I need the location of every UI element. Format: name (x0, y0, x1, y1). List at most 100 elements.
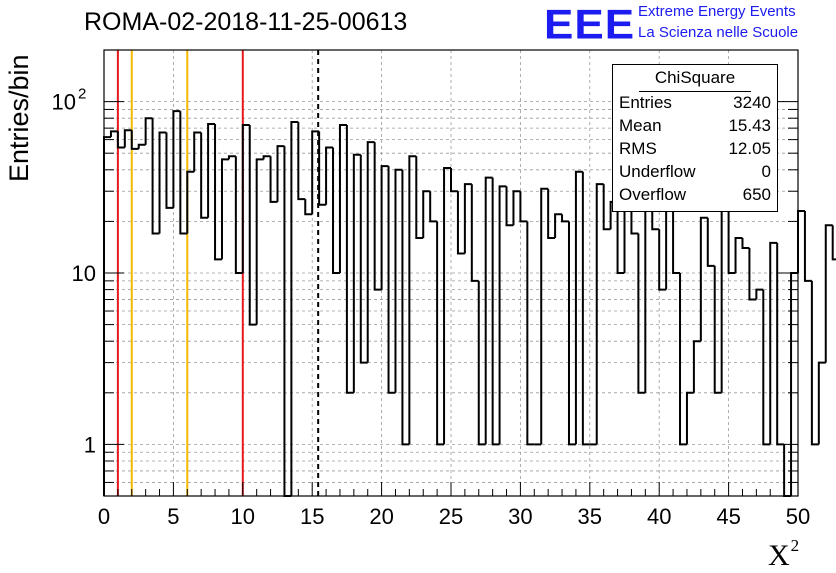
y-tick-label: 10 (52, 90, 76, 115)
histogram-bin (734, 237, 743, 273)
eee-logo-mark: EEE (544, 1, 636, 48)
histogram-bin (567, 221, 576, 446)
histogram-bin (797, 209, 805, 273)
x-tick-label: 10 (231, 504, 255, 529)
histogram-bin (540, 187, 549, 445)
histogram-bin (581, 171, 590, 446)
x-axis-ticks: 0 5 10 15 20 25 30 35 40 45 50 (98, 482, 810, 529)
histogram-bin (755, 288, 764, 300)
stats-value: 0 (761, 162, 771, 181)
histogram-bin (436, 221, 445, 446)
histogram-bin (214, 124, 222, 261)
histogram-series (103, 110, 836, 497)
histogram-bin (137, 143, 146, 149)
histogram-bin (595, 183, 604, 445)
histogram-bin (519, 191, 528, 223)
histogram-bin (679, 273, 687, 446)
histogram-bin (193, 131, 202, 172)
x-tick-label: 20 (369, 504, 393, 529)
stats-value: 3240 (733, 93, 771, 112)
stats-key: Entries (619, 93, 672, 112)
histogram-bin (200, 132, 209, 219)
histogram-bin (463, 183, 472, 254)
logo-tagline-1: Extreme Energy Events (638, 3, 796, 20)
histogram-bin (345, 125, 354, 394)
x-tick-label: 35 (578, 504, 602, 529)
histogram-bin (706, 217, 715, 267)
histogram-bin (269, 156, 278, 203)
histogram-bin (630, 210, 639, 235)
histogram-bin (658, 229, 667, 291)
histogram-bin (262, 155, 271, 160)
y-tick-label: 10 (72, 261, 96, 286)
histogram-bin (561, 214, 569, 223)
histogram-bin (429, 191, 438, 223)
histogram-bin (207, 123, 216, 218)
histogram-bin (304, 199, 313, 216)
stats-value: 15.43 (728, 116, 771, 135)
histogram-bin (790, 272, 798, 496)
histogram-bin (817, 361, 826, 445)
histogram-bin (644, 195, 653, 393)
histogram-bin (248, 125, 257, 326)
histogram-bin (366, 141, 375, 363)
histogram-bin (151, 118, 160, 235)
logo-tagline-2: La Scienza nelle Scuole (638, 24, 799, 41)
histogram-bin (241, 124, 250, 273)
x-axis-label-base: X (768, 539, 790, 572)
stats-box-title-underline (639, 91, 751, 92)
histogram-bin (602, 184, 611, 231)
histogram-bin (810, 280, 819, 446)
histogram-bin (318, 131, 327, 206)
x-tick-label: 15 (300, 504, 324, 529)
histogram-bin (526, 221, 535, 446)
histogram-bin (762, 289, 771, 446)
histogram-bin (456, 191, 465, 255)
histogram-bin (574, 170, 583, 445)
histogram-bin (748, 247, 757, 301)
histogram-bin (637, 233, 646, 394)
histogram-bin (394, 168, 403, 393)
histogram-bin (165, 132, 174, 209)
histogram-bin (713, 265, 722, 394)
stats-row-underflow: Underflow 0 (619, 162, 771, 184)
x-axis-label-superscript: 2 (790, 536, 800, 555)
histogram-bin (741, 238, 750, 249)
histogram-bin (415, 156, 424, 240)
histogram-bin (227, 155, 236, 160)
stats-value: 650 (742, 185, 771, 204)
histogram-bin (387, 166, 396, 394)
histogram-bin (422, 190, 431, 239)
histogram-bin (290, 121, 299, 496)
histogram-bin (359, 154, 368, 364)
histogram-bin (116, 131, 125, 149)
stats-value: 12.05 (728, 139, 771, 158)
x-tick-label: 40 (647, 504, 671, 529)
histogram-bin (338, 124, 347, 273)
histogram-bin (373, 142, 382, 291)
histogram-bin (769, 241, 778, 445)
y-axis-label: Entries/bin (4, 54, 34, 182)
histogram-bin (311, 130, 320, 215)
histogram-bin (332, 147, 340, 274)
x-tick-label: 0 (98, 504, 110, 529)
histogram-bin (505, 186, 514, 227)
stats-key: Overflow (619, 185, 687, 204)
histogram-bin (109, 130, 118, 138)
histogram-bin (297, 122, 306, 201)
histogram-bin (352, 153, 361, 393)
histogram-bin (727, 201, 736, 274)
histogram-bin (831, 225, 836, 261)
histogram-bin (824, 224, 833, 363)
histogram-bin (616, 201, 625, 274)
histogram-bin (443, 166, 451, 445)
histogram-bin (484, 176, 493, 445)
stats-key: RMS (619, 139, 657, 158)
x-tick-label: 25 (439, 504, 463, 529)
histogram-bin (699, 216, 708, 342)
histogram-bin (720, 200, 729, 393)
histogram-bin (158, 131, 167, 234)
stats-key: Mean (619, 116, 662, 135)
histogram-bin (491, 177, 500, 446)
